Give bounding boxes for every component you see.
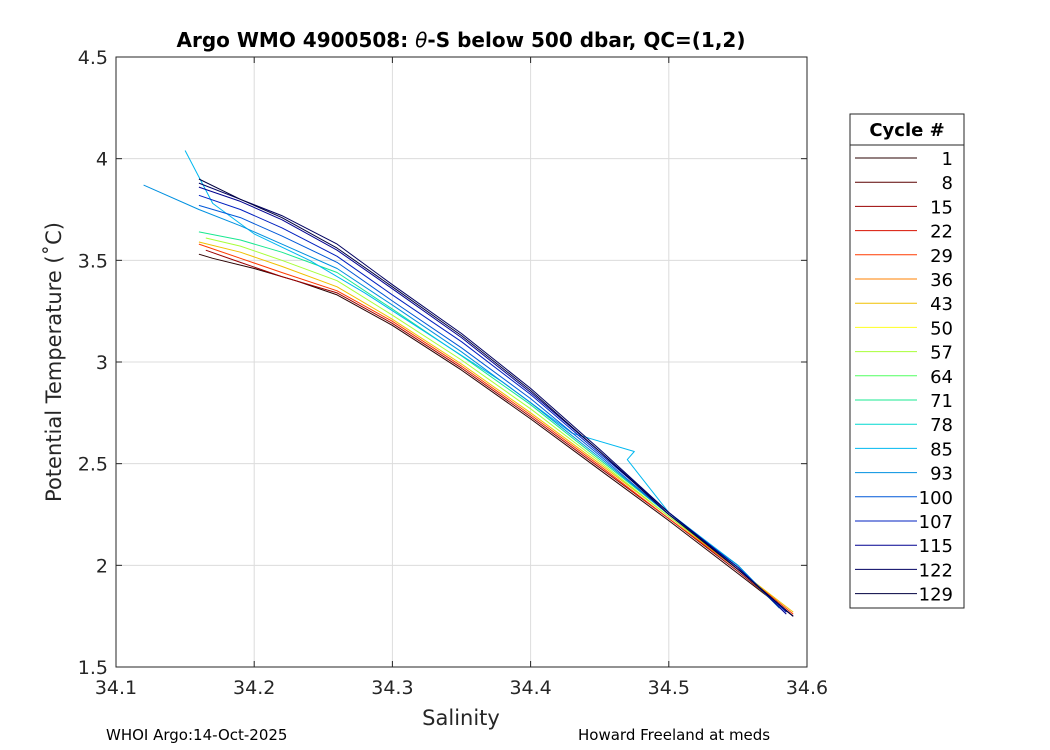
legend-title: Cycle # [869, 120, 944, 141]
legend-entry-label: 29 [930, 246, 953, 267]
legend-entry-label: 15 [930, 197, 953, 218]
y-axis-ticks: 1.5 2 2.5 3 3.5 4 4.5 [78, 47, 807, 679]
series-line-cycle-15 [205, 249, 794, 617]
legend-entry-label: 129 [919, 585, 953, 606]
x-tick-label: 34.5 [648, 677, 690, 699]
legend-entry-label: 36 [930, 270, 953, 291]
grid [115, 56, 808, 668]
legend-entry-label: 57 [930, 343, 953, 364]
x-tick-label: 34.3 [371, 677, 413, 699]
series-line-cycle-115 [198, 186, 787, 615]
legend-entry-label: 115 [919, 536, 953, 557]
chart-title: Argo WMO 4900508: θ-S below 500 dbar, QC… [177, 28, 746, 52]
legend-entry-label: 43 [930, 294, 953, 315]
y-axis-label: Potential Temperature (˚C) [42, 222, 66, 502]
legend-entry-label: 22 [930, 222, 953, 243]
footer-source: WHOI Argo:14-Oct-2025 [106, 726, 288, 744]
y-tick-label: 2.5 [78, 454, 108, 476]
series-line-cycle-129 [198, 178, 794, 617]
series-line-cycle-43 [198, 241, 794, 613]
legend-entry-label: 1 [942, 149, 953, 170]
series-line-cycle-1 [198, 253, 794, 617]
x-axis-ticks: 34.1 34.2 34.3 34.4 34.5 34.6 [95, 57, 828, 699]
legend-entry-label: 93 [930, 464, 953, 485]
y-tick-label: 4 [96, 149, 108, 171]
series-group [143, 150, 794, 617]
legend-entry-label: 50 [930, 318, 953, 339]
footer-credit: Howard Freeland at meds [578, 726, 771, 744]
series-line-cycle-122 [198, 182, 794, 617]
y-tick-label: 2 [96, 555, 108, 577]
legend-entry-label: 100 [919, 488, 953, 509]
y-tick-label: 3.5 [78, 250, 108, 272]
legend-entries: 1 8 15 22 29 36 43 50 57 64 71 78 85 93 100 107 115 122 12… [855, 149, 953, 606]
x-tick-label: 34.1 [95, 677, 137, 699]
y-tick-label: 4.5 [78, 47, 108, 69]
legend-entry-label: 85 [930, 439, 953, 460]
y-tick-label: 1.5 [78, 657, 108, 679]
series-line-cycle-100 [198, 204, 787, 613]
x-axis-label: Salinity [422, 706, 500, 730]
plot-area: 34.1 34.2 34.3 34.4 34.5 34.6 1.5 2 2.5 3 3.5 4 4.5 [78, 47, 828, 699]
x-tick-label: 34.4 [509, 677, 551, 699]
legend-entry-label: 78 [930, 415, 953, 436]
legend: Cycle # 1 8 15 22 29 36 43 50 57 64 71 78 85 93 100 107… [849, 113, 965, 609]
x-tick-label: 34.6 [786, 677, 828, 699]
y-tick-label: 3 [96, 352, 108, 374]
legend-entry-label: 64 [930, 367, 953, 388]
legend-entry-label: 8 [942, 173, 953, 194]
legend-entry-label: 71 [930, 391, 953, 412]
legend-entry-label: 122 [919, 560, 953, 581]
series-line-cycle-57 [205, 237, 780, 609]
x-tick-label: 34.2 [233, 677, 275, 699]
legend-entry-label: 107 [919, 512, 953, 533]
legend-box [849, 113, 965, 609]
series-line-cycle-29 [198, 243, 794, 615]
